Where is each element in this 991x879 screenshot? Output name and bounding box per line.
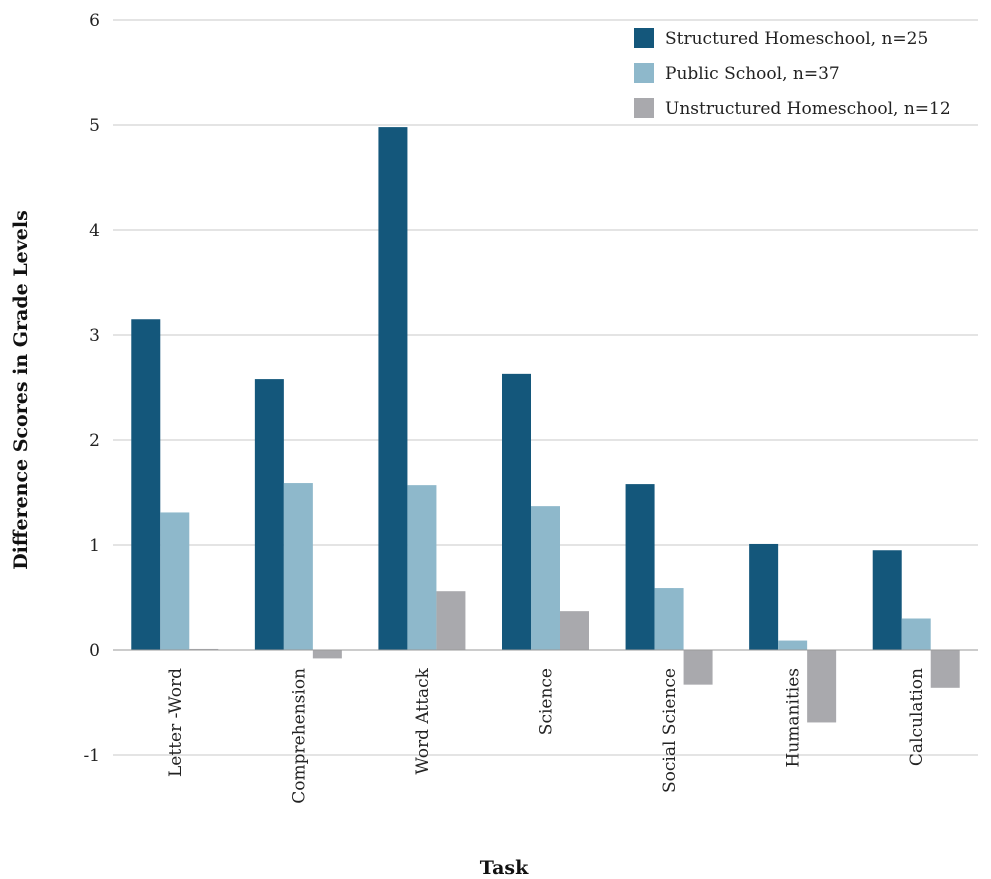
bar <box>312 650 342 659</box>
y-tick-label: 0 <box>89 641 100 661</box>
y-tick-label: 1 <box>89 536 100 556</box>
bar <box>872 550 902 650</box>
bar <box>160 512 190 650</box>
bar <box>378 127 408 651</box>
bar <box>901 618 931 650</box>
y-tick-label: 6 <box>89 11 100 31</box>
y-tick-label: 3 <box>89 326 100 346</box>
x-tick-label: Letter -Word <box>166 668 186 777</box>
x-tick-label: Humanities <box>784 668 804 767</box>
y-tick-label: 4 <box>89 221 100 241</box>
legend-swatch <box>634 63 654 83</box>
legend: Structured Homeschool, n=25 Public School… <box>634 28 951 119</box>
x-axis-ticks: Letter -Word Comprehension Word Attack Scie… <box>166 667 927 803</box>
legend-label: Public School, n=37 <box>665 64 840 84</box>
y-tick-label: 5 <box>89 116 100 136</box>
bars <box>131 127 960 723</box>
y-tick-label: -1 <box>83 746 100 766</box>
x-tick-label: Word Attack <box>413 667 433 774</box>
bar <box>807 650 837 723</box>
bar <box>749 543 779 650</box>
y-axis-title: Difference Scores in Grade Levels <box>10 210 32 570</box>
bar <box>930 650 960 688</box>
x-tick-label: Social Science <box>660 668 680 793</box>
x-axis-title: Task <box>480 857 529 879</box>
x-tick-label: Science <box>537 668 557 735</box>
bar <box>407 485 437 650</box>
bar <box>560 611 589 650</box>
bar <box>625 484 655 650</box>
bar <box>189 648 219 650</box>
legend-label: Unstructured Homeschool, n=12 <box>665 99 951 119</box>
bar <box>131 319 161 650</box>
bar <box>283 483 313 650</box>
bar <box>502 373 531 650</box>
x-tick-label: Calculation <box>907 668 927 766</box>
y-axis-ticks: -1 0 1 2 3 4 5 6 <box>83 11 100 766</box>
bar <box>683 650 713 685</box>
bar <box>254 379 284 650</box>
bar <box>654 588 684 650</box>
bar <box>531 506 560 650</box>
bar <box>436 591 466 650</box>
x-tick-label: Comprehension <box>289 668 309 804</box>
legend-label: Structured Homeschool, n=25 <box>665 29 928 49</box>
y-tick-label: 2 <box>89 431 100 451</box>
bar <box>778 640 808 650</box>
legend-swatch <box>634 28 654 48</box>
legend-swatch <box>634 98 654 118</box>
